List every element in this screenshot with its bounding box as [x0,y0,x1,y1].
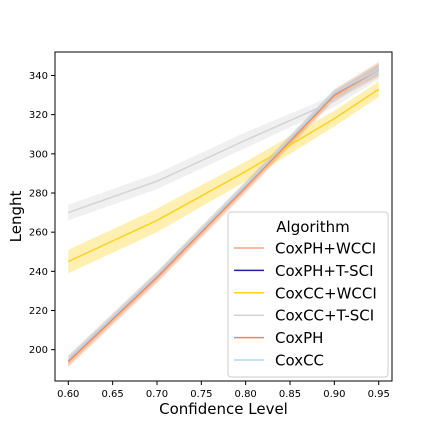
y-axis-label: Lenght [7,191,25,243]
y-tick-label: 220 [29,306,48,317]
y-tick-label: 300 [29,149,48,160]
y-axis-ticks: 200 220 240 260 280 300 320 340 [29,71,55,356]
legend-label: CoxCC [275,352,324,370]
x-tick-label: 0.95 [368,389,390,400]
x-tick-label: 0.60 [57,389,79,400]
x-axis-ticks: 0.60 0.65 0.70 0.75 0.80 0.85 0.90 0.95 [57,381,390,400]
legend-box [227,211,389,378]
legend-label: CoxCC+T-SCI [275,307,374,325]
x-tick-label: 0.75 [190,389,212,400]
y-tick-label: 240 [29,267,48,278]
series-line [68,70,380,214]
y-tick-label: 340 [29,71,48,82]
x-tick-label: 0.90 [323,389,345,400]
y-tick-label: 280 [29,189,48,200]
x-tick-label: 0.65 [102,389,124,400]
legend: Algorithm CoxPH+WCCI CoxPH+T-SCI CoxCC+WCC… [227,211,389,378]
legend-label: CoxPH+WCCI [275,240,376,258]
plot-frame [54,51,393,382]
legend-items: CoxPH+WCCI CoxPH+T-SCI CoxCC+WCCI CoxCC+T-S… [234,240,377,370]
x-tick-label: 0.80 [235,389,257,400]
confidence-band [68,63,379,366]
confidence-band [68,63,379,221]
series-lines [67,68,380,362]
legend-label: CoxPH [275,329,323,347]
x-tick-label: 0.70 [146,389,168,400]
x-tick-label: 0.85 [279,389,301,400]
series-line [67,68,380,361]
y-tick-label: 200 [29,345,48,356]
legend-label: CoxCC+WCCI [275,284,377,302]
y-tick-label: 260 [29,228,48,239]
x-axis-label: Confidence Level [159,400,288,418]
y-tick-label: 320 [29,110,48,121]
legend-label: CoxPH+T-SCI [275,262,374,280]
series-line [67,68,380,362]
series-line [67,88,380,263]
confidence-band [68,61,379,368]
legend-title: Algorithm [276,218,349,236]
